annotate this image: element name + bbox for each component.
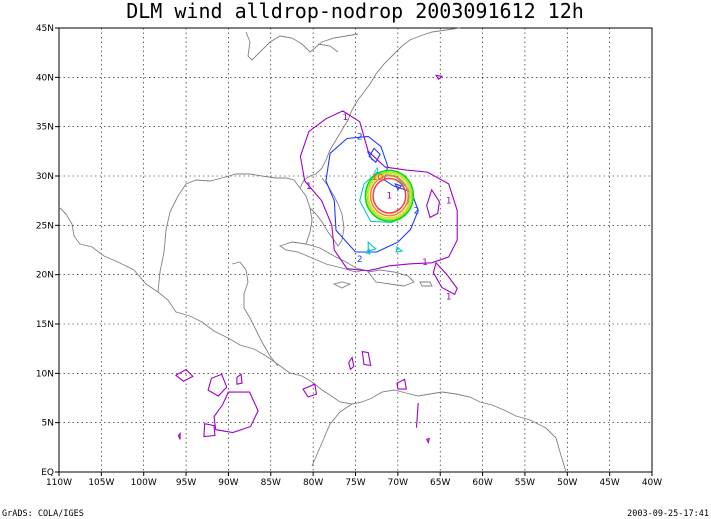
contour-line-2 bbox=[368, 147, 381, 164]
contour-line-1 bbox=[213, 391, 259, 434]
grid-lines bbox=[59, 28, 652, 472]
coast-jamaica bbox=[332, 281, 352, 289]
contour-line-1 bbox=[348, 356, 355, 371]
contour-line-4 bbox=[367, 240, 377, 252]
contour-label: 1 bbox=[342, 113, 348, 123]
y-tick-label: 20N bbox=[36, 271, 54, 281]
contour-line-2 bbox=[394, 182, 403, 191]
y-tick-label: 45N bbox=[36, 24, 54, 34]
contour-line-1 bbox=[302, 383, 318, 398]
y-tick-label: 25N bbox=[36, 221, 54, 231]
contour-line-2 bbox=[366, 151, 373, 161]
contour-line-1 bbox=[203, 423, 216, 438]
coast-south-america bbox=[311, 403, 353, 467]
contour-label: 1 bbox=[422, 258, 428, 268]
contour-label: 1 bbox=[446, 197, 452, 207]
contour-label: 1 bbox=[306, 182, 312, 192]
x-tick-label: 110W bbox=[46, 478, 72, 488]
coast-hispaniola bbox=[367, 269, 415, 287]
contour-ring-5 bbox=[364, 169, 415, 222]
contour-label: 1 bbox=[446, 292, 452, 302]
y-tick-label: 35N bbox=[36, 123, 54, 133]
y-tick-label: 10N bbox=[36, 369, 54, 379]
x-tick-label: 90W bbox=[218, 478, 238, 488]
x-tick-label: 60W bbox=[472, 478, 492, 488]
contour-line-1 bbox=[396, 378, 407, 390]
x-tick-label: 55W bbox=[515, 478, 535, 488]
coast-yucatan bbox=[157, 173, 313, 293]
y-tick-label: 15N bbox=[36, 320, 54, 330]
contour-label: 10 bbox=[372, 173, 384, 183]
x-tick-label: 95W bbox=[176, 478, 196, 488]
contour-label: 2 bbox=[414, 207, 420, 217]
contour-line-1 bbox=[177, 432, 181, 440]
contour-label: 1 bbox=[387, 192, 393, 202]
chart-title: DLM wind alldrop-nodrop 2003091612 12h bbox=[126, 0, 584, 23]
coastline bbox=[58, 27, 567, 473]
x-tick-label: 70W bbox=[388, 478, 408, 488]
contour-label: 4 bbox=[365, 248, 371, 258]
y-tick-label: EQ bbox=[41, 468, 54, 478]
y-tick-label: 40N bbox=[36, 73, 54, 83]
contour-line-1 bbox=[426, 188, 440, 219]
contour-line-1 bbox=[207, 373, 228, 397]
contour-line-1 bbox=[425, 437, 430, 444]
x-tick-label: 50W bbox=[557, 478, 577, 488]
contour-line-4 bbox=[395, 245, 404, 253]
contour-ring-8 bbox=[369, 175, 410, 217]
contour-line-1 bbox=[434, 74, 444, 81]
contour-ring-7 bbox=[367, 172, 412, 219]
coast-north-america bbox=[58, 206, 567, 473]
contour-ring-10 bbox=[372, 177, 407, 214]
contour-line-1 bbox=[299, 110, 458, 272]
x-tick-label: 45W bbox=[599, 478, 619, 488]
y-axis-ticks: EQ 5N 10N 15N 20N 25N 30N 35N 40N 45N bbox=[36, 24, 59, 478]
contour-line-2 bbox=[325, 135, 419, 253]
coast-florida-peninsula bbox=[309, 177, 345, 247]
contour-ring-6 bbox=[366, 171, 413, 221]
y-tick-label: 30N bbox=[36, 172, 54, 182]
coast-great-lakes bbox=[245, 31, 359, 61]
x-tick-label: 65W bbox=[430, 478, 450, 488]
contour-line-1 bbox=[174, 368, 194, 382]
left-footer: GrADS: COLA/IGES bbox=[2, 509, 84, 519]
coast-puerto-rico bbox=[419, 281, 433, 287]
x-tick-label: 85W bbox=[261, 478, 281, 488]
y-tick-label: 5N bbox=[42, 419, 54, 429]
x-tick-label: 105W bbox=[88, 478, 114, 488]
contour-lines bbox=[174, 74, 458, 444]
right-footer: 2003-09-25-17:41 bbox=[627, 509, 709, 519]
x-tick-label: 100W bbox=[131, 478, 157, 488]
contour-label: 2 bbox=[357, 133, 363, 143]
contour-label: 4 bbox=[374, 167, 380, 177]
contour-line-1 bbox=[432, 261, 458, 296]
contour-label: 2 bbox=[357, 255, 363, 265]
coast-florida bbox=[299, 27, 461, 189]
contour-line-1 bbox=[415, 402, 419, 428]
x-tick-label: 80W bbox=[303, 478, 323, 488]
x-axis-ticks: 110W 105W 100W 95W 90W 85W 80W 75W 70W 65W 60W 55W 5… bbox=[46, 472, 662, 488]
contour-line-1 bbox=[236, 373, 243, 385]
x-tick-label: 75W bbox=[345, 478, 365, 488]
contour-line-1 bbox=[361, 350, 372, 367]
x-tick-label: 40W bbox=[642, 478, 662, 488]
coast-central-america bbox=[231, 261, 279, 367]
